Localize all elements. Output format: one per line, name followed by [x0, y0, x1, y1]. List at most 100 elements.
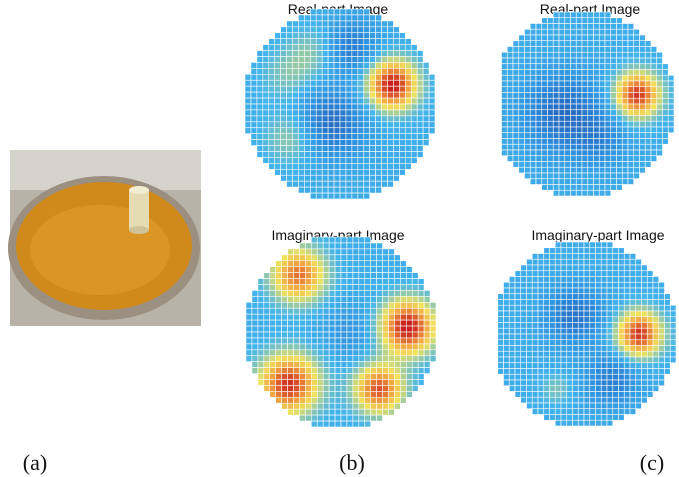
heatmap-cell — [527, 369, 533, 375]
heatmap-cell — [659, 340, 665, 346]
heatmap-cell — [559, 64, 565, 70]
heatmap-cell — [316, 86, 322, 92]
heatmap-cell — [359, 326, 365, 332]
heatmap-cell — [335, 409, 341, 415]
heatmap-cell — [365, 296, 371, 302]
heatmap-cell — [257, 80, 263, 86]
heatmap-cell — [663, 127, 669, 133]
heatmap-cell — [305, 320, 311, 326]
heatmap-cell — [341, 362, 347, 368]
heatmap-cell — [617, 75, 623, 81]
heatmap-cell — [555, 300, 561, 306]
heatmap-cell — [252, 368, 258, 374]
heatmap-cell — [275, 86, 281, 92]
heatmap-cell — [347, 391, 353, 397]
heatmap-cell — [578, 386, 584, 392]
heatmap-cell — [542, 144, 548, 150]
heatmap-cell — [352, 15, 358, 21]
heatmap-cell — [605, 156, 611, 162]
heatmap-cell — [417, 152, 423, 158]
heatmap-cell — [515, 323, 521, 329]
heatmap-cell — [358, 116, 364, 122]
heatmap-cell — [565, 121, 571, 127]
heatmap-cell — [334, 80, 340, 86]
heatmap-cell — [340, 146, 346, 152]
heatmap-cell — [393, 92, 399, 98]
heatmap-cell — [310, 169, 316, 175]
heatmap-cell — [288, 338, 294, 344]
heatmap-cell — [624, 369, 630, 375]
heatmap-cell — [316, 9, 322, 15]
heatmap-cell — [412, 320, 418, 326]
heatmap-cell — [619, 380, 625, 386]
heatmap-cell — [340, 98, 346, 104]
heatmap-cell — [264, 314, 270, 320]
heatmap-cell — [645, 110, 651, 116]
heatmap-cell — [559, 139, 565, 145]
heatmap-cell — [571, 70, 577, 76]
heatmap-cell — [400, 380, 406, 386]
heatmap-cell — [288, 397, 294, 403]
heatmap-cell — [275, 98, 281, 104]
heatmap-cell — [417, 116, 423, 122]
heatmap-cell — [393, 80, 399, 86]
heatmap-cell — [299, 273, 305, 279]
heatmap-cell — [365, 326, 371, 332]
heatmap-cell — [599, 173, 605, 179]
heatmap-cell — [293, 116, 299, 122]
heatmap-cell — [304, 175, 310, 181]
heatmap-cell — [346, 122, 352, 128]
heatmap-cell — [576, 127, 582, 133]
heatmap-cell — [521, 380, 527, 386]
heatmap-cell — [548, 110, 554, 116]
heatmap-cell — [389, 314, 395, 320]
heatmap-cell — [298, 27, 304, 33]
heatmap-cell — [559, 121, 565, 127]
heatmap-cell — [269, 51, 275, 57]
heatmap-cell — [573, 271, 579, 277]
heatmap-cell — [388, 51, 394, 57]
heatmap-cell — [377, 249, 383, 255]
heatmap-cell — [388, 152, 394, 158]
heatmap-cell — [388, 104, 394, 110]
heatmap-cell — [322, 74, 328, 80]
heatmap-cell — [619, 259, 625, 265]
heatmap-cell — [651, 58, 657, 64]
heatmap-cell — [590, 380, 596, 386]
heatmap-cell — [294, 409, 300, 415]
heatmap-cell — [334, 169, 340, 175]
heatmap-cell — [634, 133, 640, 139]
heatmap-cell — [376, 175, 382, 181]
heatmap-cell — [513, 58, 519, 64]
heatmap-cell — [502, 150, 508, 156]
heatmap-cell — [561, 392, 567, 398]
heatmap-cell — [550, 317, 556, 323]
heatmap-cell — [394, 308, 400, 314]
heatmap-cell — [423, 86, 429, 92]
heatmap-cell — [334, 116, 340, 122]
heatmap-cell — [311, 296, 317, 302]
heatmap-cell — [340, 134, 346, 140]
heatmap-cell — [341, 380, 347, 386]
heatmap-cell — [370, 146, 376, 152]
heatmap-cell — [567, 265, 573, 271]
heatmap-cell — [567, 334, 573, 340]
heatmap-cell — [405, 163, 411, 169]
heatmap-cell — [596, 288, 602, 294]
heatmap-cell — [590, 282, 596, 288]
heatmap-cell — [341, 356, 347, 362]
heatmap-cell — [636, 277, 642, 283]
heatmap-cell — [376, 146, 382, 152]
heatmap-cell — [334, 33, 340, 39]
heatmap-cell — [281, 175, 287, 181]
heatmap-cell — [346, 51, 352, 57]
heatmap-cell — [536, 167, 542, 173]
heatmap-cell — [358, 98, 364, 104]
heatmap-cell — [418, 296, 424, 302]
heatmap-cell — [383, 338, 389, 344]
heatmap-cell — [400, 308, 406, 314]
heatmap-cell — [665, 323, 671, 329]
heatmap-cell — [317, 314, 323, 320]
heatmap-cell — [310, 193, 316, 199]
heatmap-cell — [613, 288, 619, 294]
